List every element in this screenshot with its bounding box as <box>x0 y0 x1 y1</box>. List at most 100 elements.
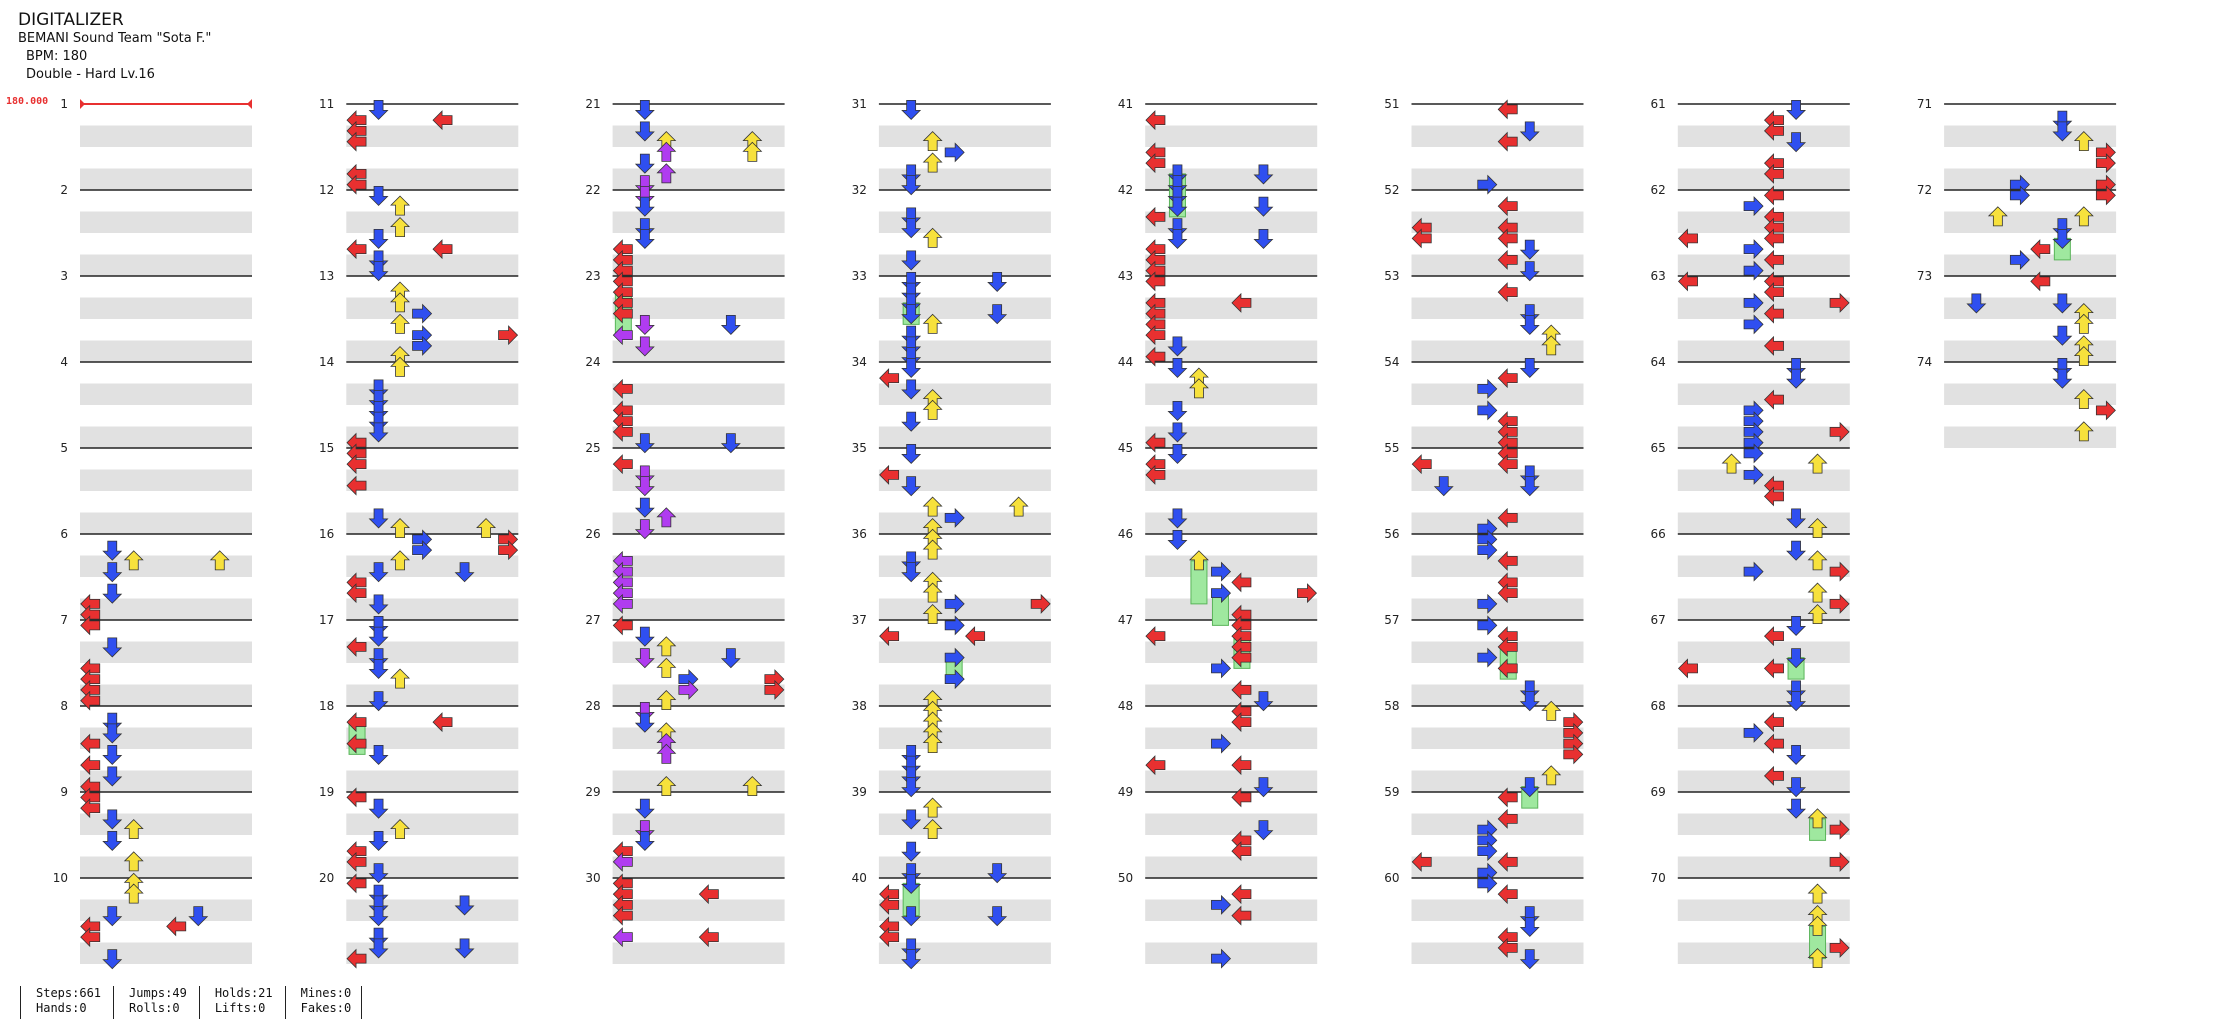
step-arrow <box>432 110 453 131</box>
step-arrow <box>1721 453 1742 474</box>
step-arrow <box>1743 196 1764 217</box>
step-arrow <box>1030 593 1051 614</box>
step-arrow <box>2095 153 2116 174</box>
step-arrow <box>2052 293 2073 314</box>
step-arrow <box>390 356 411 377</box>
step-arrow <box>1807 604 1828 625</box>
step-arrow <box>678 679 699 700</box>
measure-number: 58 <box>1384 699 1399 713</box>
step-arrow <box>944 647 965 668</box>
measure-number: 1 <box>60 97 68 111</box>
step-arrow <box>368 594 389 615</box>
step-arrow <box>1786 691 1807 712</box>
step-arrow <box>102 540 123 561</box>
step-arrow <box>1253 691 1274 712</box>
step-arrow <box>1477 841 1498 862</box>
step-arrow <box>1807 915 1828 936</box>
song-artist: BEMANI Sound Team "Sota F." <box>18 31 212 46</box>
beat-band <box>1145 426 1318 448</box>
chart-header: DIGITALIZER BEMANI Sound Team "Sota F." … <box>18 10 211 84</box>
step-arrow <box>1145 153 1166 174</box>
step-arrow <box>368 422 389 443</box>
measure-number: 15 <box>319 441 334 455</box>
measure-number: 43 <box>1118 269 1133 283</box>
step-arrow <box>1519 121 1540 142</box>
beat-band <box>346 684 519 706</box>
beat-band <box>1145 598 1318 620</box>
measure-number: 28 <box>585 699 600 713</box>
beat-band <box>612 684 785 706</box>
beat-band <box>1677 168 1850 190</box>
step-arrow <box>634 830 655 851</box>
step-arrow <box>634 798 655 819</box>
beat-band <box>1145 469 1318 491</box>
notes-layer <box>80 99 2116 970</box>
beat-band <box>1411 942 1584 964</box>
step-arrow <box>879 894 900 915</box>
song-title: DIGITALIZER <box>18 10 124 30</box>
beat-band <box>80 770 252 792</box>
step-arrow <box>1763 733 1784 754</box>
step-arrow <box>612 325 633 346</box>
measure-number: 73 <box>1917 269 1932 283</box>
step-arrow <box>1966 293 1987 314</box>
beat-band <box>1944 254 2117 276</box>
step-arrow <box>1743 314 1764 335</box>
beat-band <box>612 598 785 620</box>
step-arrow <box>412 540 433 561</box>
step-arrow <box>1519 949 1540 970</box>
beat-band <box>1145 641 1318 663</box>
beat-band <box>878 254 1051 276</box>
measure-number: 41 <box>1118 97 1133 111</box>
step-arrow <box>1167 400 1188 421</box>
step-arrow <box>432 712 453 733</box>
step-arrow <box>346 174 367 195</box>
step-arrow <box>634 712 655 733</box>
beat-band <box>1145 168 1318 190</box>
beat-band <box>878 770 1051 792</box>
step-arrow <box>346 239 367 260</box>
beat-band <box>1944 125 2117 147</box>
beat-band <box>1677 598 1850 620</box>
beat-band <box>346 512 519 534</box>
beat-band <box>878 469 1051 491</box>
beat-band <box>80 856 252 878</box>
beat-band <box>346 727 519 749</box>
beat-band <box>346 899 519 921</box>
beat-band <box>1411 899 1584 921</box>
step-arrow <box>1211 658 1232 679</box>
step-arrow <box>1786 798 1807 819</box>
beat-band <box>612 641 785 663</box>
step-arrow <box>634 196 655 217</box>
beat-band <box>1677 727 1850 749</box>
measure-number: 53 <box>1384 269 1399 283</box>
step-arrow <box>1829 851 1850 872</box>
step-arrow <box>1829 819 1850 840</box>
beat-band <box>612 211 785 233</box>
step-arrow <box>368 938 389 959</box>
step-arrow <box>1541 335 1562 356</box>
step-arrow <box>879 464 900 485</box>
measure-number: 2 <box>60 183 68 197</box>
step-arrow <box>390 195 411 216</box>
step-arrow <box>1743 561 1764 582</box>
step-arrow <box>1807 518 1828 539</box>
step-arrow <box>1807 948 1828 969</box>
step-arrow <box>346 787 367 808</box>
measure-number: 18 <box>319 699 334 713</box>
step-arrow <box>1829 937 1850 958</box>
step-arrow <box>1519 691 1540 712</box>
step-arrow <box>1497 937 1518 958</box>
measure-number: 7 <box>60 613 68 627</box>
step-arrow <box>1231 884 1252 905</box>
beat-band <box>612 512 785 534</box>
step-arrow <box>656 636 677 657</box>
step-arrow <box>368 863 389 884</box>
step-arrow <box>1167 443 1188 464</box>
measure-number: 64 <box>1651 355 1666 369</box>
step-arrow <box>1763 712 1784 733</box>
step-arrow <box>1145 464 1166 485</box>
beat-band <box>80 512 252 534</box>
step-arrow <box>1519 261 1540 282</box>
step-arrow <box>656 690 677 711</box>
